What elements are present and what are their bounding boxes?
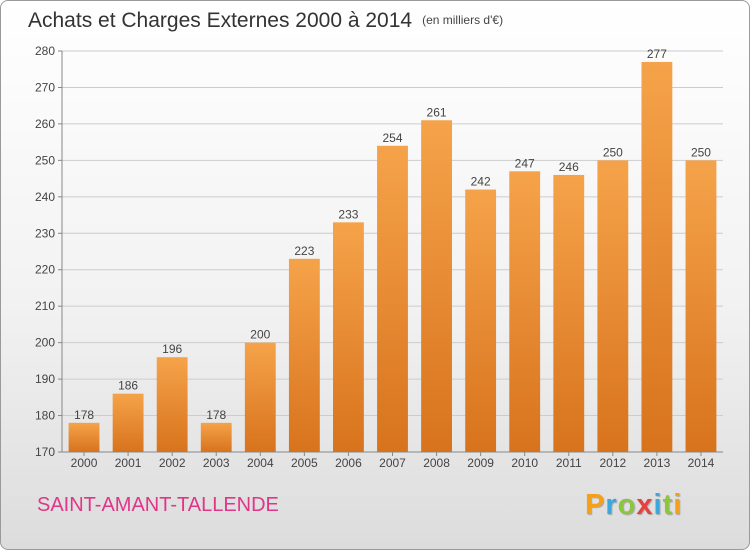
bar	[244, 342, 276, 452]
bar	[421, 120, 452, 452]
bar	[509, 171, 541, 453]
x-tick-label: 2014	[688, 456, 715, 470]
bar	[685, 160, 717, 452]
chart-unit: (en milliers d'€)	[422, 13, 504, 27]
bar-value-label: 200	[250, 328, 270, 342]
bar	[288, 258, 320, 452]
x-tick-label: 2004	[247, 456, 274, 470]
bar-value-label: 233	[338, 207, 358, 221]
bar	[641, 61, 673, 452]
bar-value-label: 178	[206, 408, 226, 422]
bar-value-label: 246	[559, 160, 579, 174]
chart-title-text: Achats et Charges Externes 2000 à 2014	[28, 9, 413, 32]
bar-value-label: 186	[118, 379, 138, 393]
x-tick-label: 2008	[423, 456, 450, 470]
x-tick-label: 2005	[291, 456, 318, 470]
bar-value-label: 178	[74, 408, 94, 422]
x-tick-label: 2010	[511, 456, 538, 470]
y-tick-label: 210	[35, 299, 55, 313]
y-tick-label: 240	[35, 190, 55, 204]
bar	[200, 422, 232, 452]
x-tick-label: 2013	[644, 456, 671, 470]
y-tick-label: 260	[35, 117, 55, 131]
commune-name: SAINT-AMANT-TALLENDE	[37, 494, 279, 516]
bar	[333, 222, 364, 452]
y-tick-label: 200	[35, 336, 55, 350]
y-tick-label: 170	[35, 445, 55, 459]
chart-title: Achats et Charges Externes 2000 à 2014 (e…	[28, 9, 503, 33]
bar-value-label: 277	[647, 47, 667, 61]
bar	[377, 145, 408, 453]
x-tick-label: 2012	[599, 456, 626, 470]
bar	[156, 357, 188, 452]
y-tick-label: 270	[35, 80, 55, 94]
bar-value-label: 247	[515, 156, 535, 170]
bar	[465, 189, 497, 452]
bar	[553, 174, 585, 453]
bar-value-label: 261	[427, 105, 447, 119]
y-tick-label: 190	[35, 372, 55, 386]
x-tick-label: 2011	[556, 456, 582, 470]
bar-value-label: 250	[603, 145, 623, 159]
x-tick-label: 2001	[115, 456, 142, 470]
y-tick-label: 230	[35, 226, 55, 240]
x-tick-label: 2007	[379, 456, 406, 470]
y-tick-label: 180	[35, 409, 55, 423]
bar-value-label: 196	[162, 342, 182, 356]
bar	[597, 160, 629, 452]
bar-value-label: 242	[471, 175, 491, 189]
x-tick-label: 2003	[203, 456, 230, 470]
y-tick-label: 250	[35, 153, 55, 167]
bar-value-label: 223	[294, 244, 314, 258]
y-tick-label: 220	[35, 263, 55, 277]
bar	[68, 422, 100, 452]
proxiti-logo: Proxiti	[585, 489, 683, 521]
x-tick-label: 2002	[159, 456, 186, 470]
x-tick-label: 2006	[335, 456, 362, 470]
y-tick-label: 280	[35, 44, 55, 58]
bar	[112, 393, 144, 452]
x-tick-label: 2009	[467, 456, 494, 470]
bar-value-label: 254	[382, 131, 402, 145]
bar-value-label: 250	[691, 145, 711, 159]
x-tick-label: 2000	[71, 456, 98, 470]
